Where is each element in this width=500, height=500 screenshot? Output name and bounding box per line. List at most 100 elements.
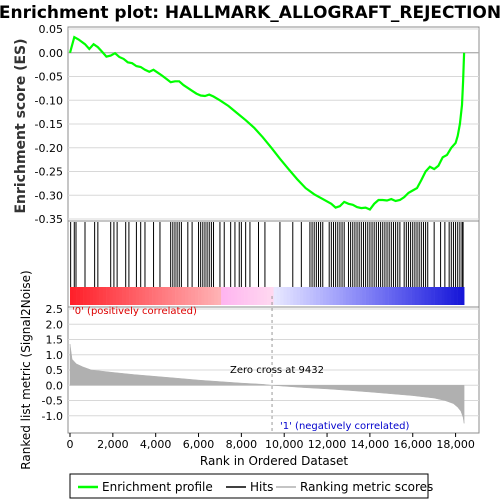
es-y-tick-label: -0.15 bbox=[35, 118, 63, 131]
rank-color-cell bbox=[349, 287, 353, 305]
rank-color-cell bbox=[372, 287, 376, 305]
rank-color-cell bbox=[253, 287, 258, 305]
rank-color-cell bbox=[342, 287, 347, 305]
rank-color-cell bbox=[460, 287, 465, 305]
rank-color-cell bbox=[368, 287, 373, 305]
es-y-tick-label: 0.05 bbox=[39, 23, 64, 36]
rank-color-cell bbox=[135, 287, 140, 305]
rank-color-cell bbox=[234, 287, 238, 305]
metric-y-tick-label: 1.5 bbox=[46, 334, 64, 347]
es-y-tick-label: -0.05 bbox=[35, 71, 63, 84]
rank-color-cell bbox=[70, 287, 74, 305]
rank-color-cell bbox=[322, 287, 327, 305]
x-axis-label: Rank in Ordered Dataset bbox=[200, 454, 348, 468]
rank-color-cell bbox=[201, 287, 205, 305]
rank-color-cell bbox=[188, 287, 192, 305]
rank-color-cell bbox=[395, 287, 399, 305]
metric-y-tick-label: 0.0 bbox=[46, 379, 64, 392]
rank-color-cell bbox=[227, 287, 232, 305]
rank-color-bar bbox=[70, 287, 465, 305]
rank-color-cell bbox=[181, 287, 186, 305]
rank-color-cell bbox=[424, 287, 429, 305]
rank-color-cell bbox=[303, 287, 307, 305]
rank-color-cell bbox=[326, 287, 330, 305]
rank-color-cell bbox=[191, 287, 196, 305]
metric-y-tick-labels: 2.5 2.0 1.5 1.0 0.5 0.0 -0.5 -1.0 bbox=[42, 303, 63, 423]
rank-color-cell bbox=[112, 287, 117, 305]
legend-hits-label: Hits bbox=[250, 480, 273, 494]
rank-color-cell bbox=[86, 287, 91, 305]
rank-color-cell bbox=[273, 287, 278, 305]
rank-color-cell bbox=[319, 287, 324, 305]
x-tick-labels: 0 2,000 4,000 6,000 8,000 10,000 12,000 14,000 1… bbox=[67, 433, 475, 451]
rank-color-cell bbox=[99, 287, 104, 305]
ranking-metric-area bbox=[69, 344, 465, 424]
x-tick-label: 16,000 bbox=[393, 438, 432, 451]
rank-color-cell bbox=[161, 287, 166, 305]
rank-color-cell bbox=[444, 287, 449, 305]
enrichment-profile-series bbox=[68, 35, 466, 211]
rank-color-cell bbox=[224, 287, 228, 305]
rank-color-cell bbox=[293, 287, 297, 305]
rank-color-cell bbox=[437, 287, 442, 305]
rank-color-cell bbox=[431, 287, 435, 305]
rank-color-cell bbox=[158, 287, 163, 305]
x-tick-label: 2,000 bbox=[97, 438, 129, 451]
rank-color-cell bbox=[184, 287, 189, 305]
rank-color-cell bbox=[115, 287, 120, 305]
rank-color-cell bbox=[73, 287, 77, 305]
rank-color-cell bbox=[447, 287, 452, 305]
rank-color-cell bbox=[296, 287, 301, 305]
legend-box bbox=[69, 473, 429, 499]
rank-color-cell bbox=[339, 287, 343, 305]
rank-color-cell bbox=[309, 287, 314, 305]
rank-color-cell bbox=[421, 287, 426, 305]
legend-metric-label: Ranking metric scores bbox=[300, 480, 433, 494]
rank-color-cell bbox=[263, 287, 268, 305]
rank-color-cell bbox=[401, 287, 406, 305]
rank-color-cell bbox=[332, 287, 337, 305]
legend-enrichment-label: Enrichment profile bbox=[102, 480, 213, 494]
x-tick-label: 18,000 bbox=[436, 438, 475, 451]
rank-color-cell bbox=[352, 287, 357, 305]
x-tick-label: 10,000 bbox=[265, 438, 304, 451]
rank-color-cell bbox=[329, 287, 334, 305]
rank-color-cell bbox=[214, 287, 219, 305]
es-y-tick-label: -0.25 bbox=[35, 166, 63, 179]
rank-color-cell bbox=[280, 287, 284, 305]
es-y-tick-label: -0.30 bbox=[35, 189, 63, 202]
rank-color-cell bbox=[168, 287, 173, 305]
positive-annotation: '0' (positively correlated) bbox=[72, 306, 197, 317]
rank-color-cell bbox=[132, 287, 136, 305]
rank-color-cell bbox=[306, 287, 311, 305]
rank-color-cell bbox=[152, 287, 156, 305]
rank-color-cell bbox=[221, 287, 225, 305]
rank-color-cell bbox=[260, 287, 265, 305]
rank-color-cell bbox=[204, 287, 209, 305]
enrichment-profile-line bbox=[68, 35, 466, 211]
rank-color-cell bbox=[388, 287, 393, 305]
rank-color-cell bbox=[418, 287, 422, 305]
rank-color-cell bbox=[171, 287, 176, 305]
rank-color-cell bbox=[316, 287, 320, 305]
rank-color-cell bbox=[345, 287, 350, 305]
rank-color-cell bbox=[165, 287, 169, 305]
rank-color-cell bbox=[299, 287, 304, 305]
rank-color-cell bbox=[119, 287, 123, 305]
rank-color-cell bbox=[138, 287, 143, 305]
rank-color-cell bbox=[102, 287, 107, 305]
rank-color-cell bbox=[405, 287, 409, 305]
rank-color-cell bbox=[89, 287, 94, 305]
rank-color-cell bbox=[257, 287, 261, 305]
negative-annotation: '1' (negatively correlated) bbox=[280, 421, 409, 432]
es-y-tick-label: 0.00 bbox=[39, 47, 64, 60]
rank-color-cell bbox=[454, 287, 458, 305]
metric-y-tick-label: 2.5 bbox=[46, 303, 64, 316]
ranking-metric-series bbox=[69, 344, 465, 424]
rank-color-cell bbox=[385, 287, 389, 305]
rank-color-cell bbox=[122, 287, 127, 305]
rank-color-cell bbox=[355, 287, 360, 305]
es-y-tick-label: -0.20 bbox=[35, 142, 63, 155]
rank-color-cell bbox=[244, 287, 248, 305]
